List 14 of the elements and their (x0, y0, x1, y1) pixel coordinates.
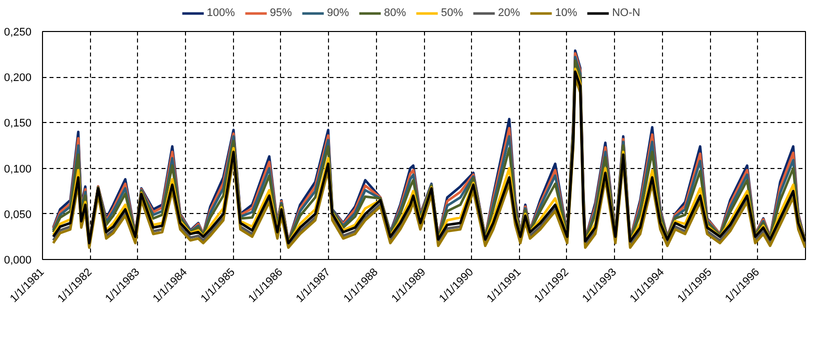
y-tick-label: 0,050 (4, 208, 32, 221)
legend-label: 10% (555, 7, 578, 19)
y-tick-label: 0,150 (4, 118, 32, 130)
legend-label: 50% (441, 7, 464, 19)
y-tick-label: 0,250 (4, 26, 32, 38)
legend-label: 100% (206, 7, 235, 19)
legend-label: 20% (498, 7, 520, 19)
legend-label: 80% (384, 7, 406, 19)
y-tick-label: 0,000 (4, 254, 32, 266)
y-tick-label: 0,100 (4, 163, 32, 176)
legend-label: 90% (326, 7, 349, 19)
legend-label: 95% (270, 7, 292, 19)
legend-label: NO-N (612, 7, 640, 19)
y-tick-label: 0,200 (4, 72, 32, 84)
